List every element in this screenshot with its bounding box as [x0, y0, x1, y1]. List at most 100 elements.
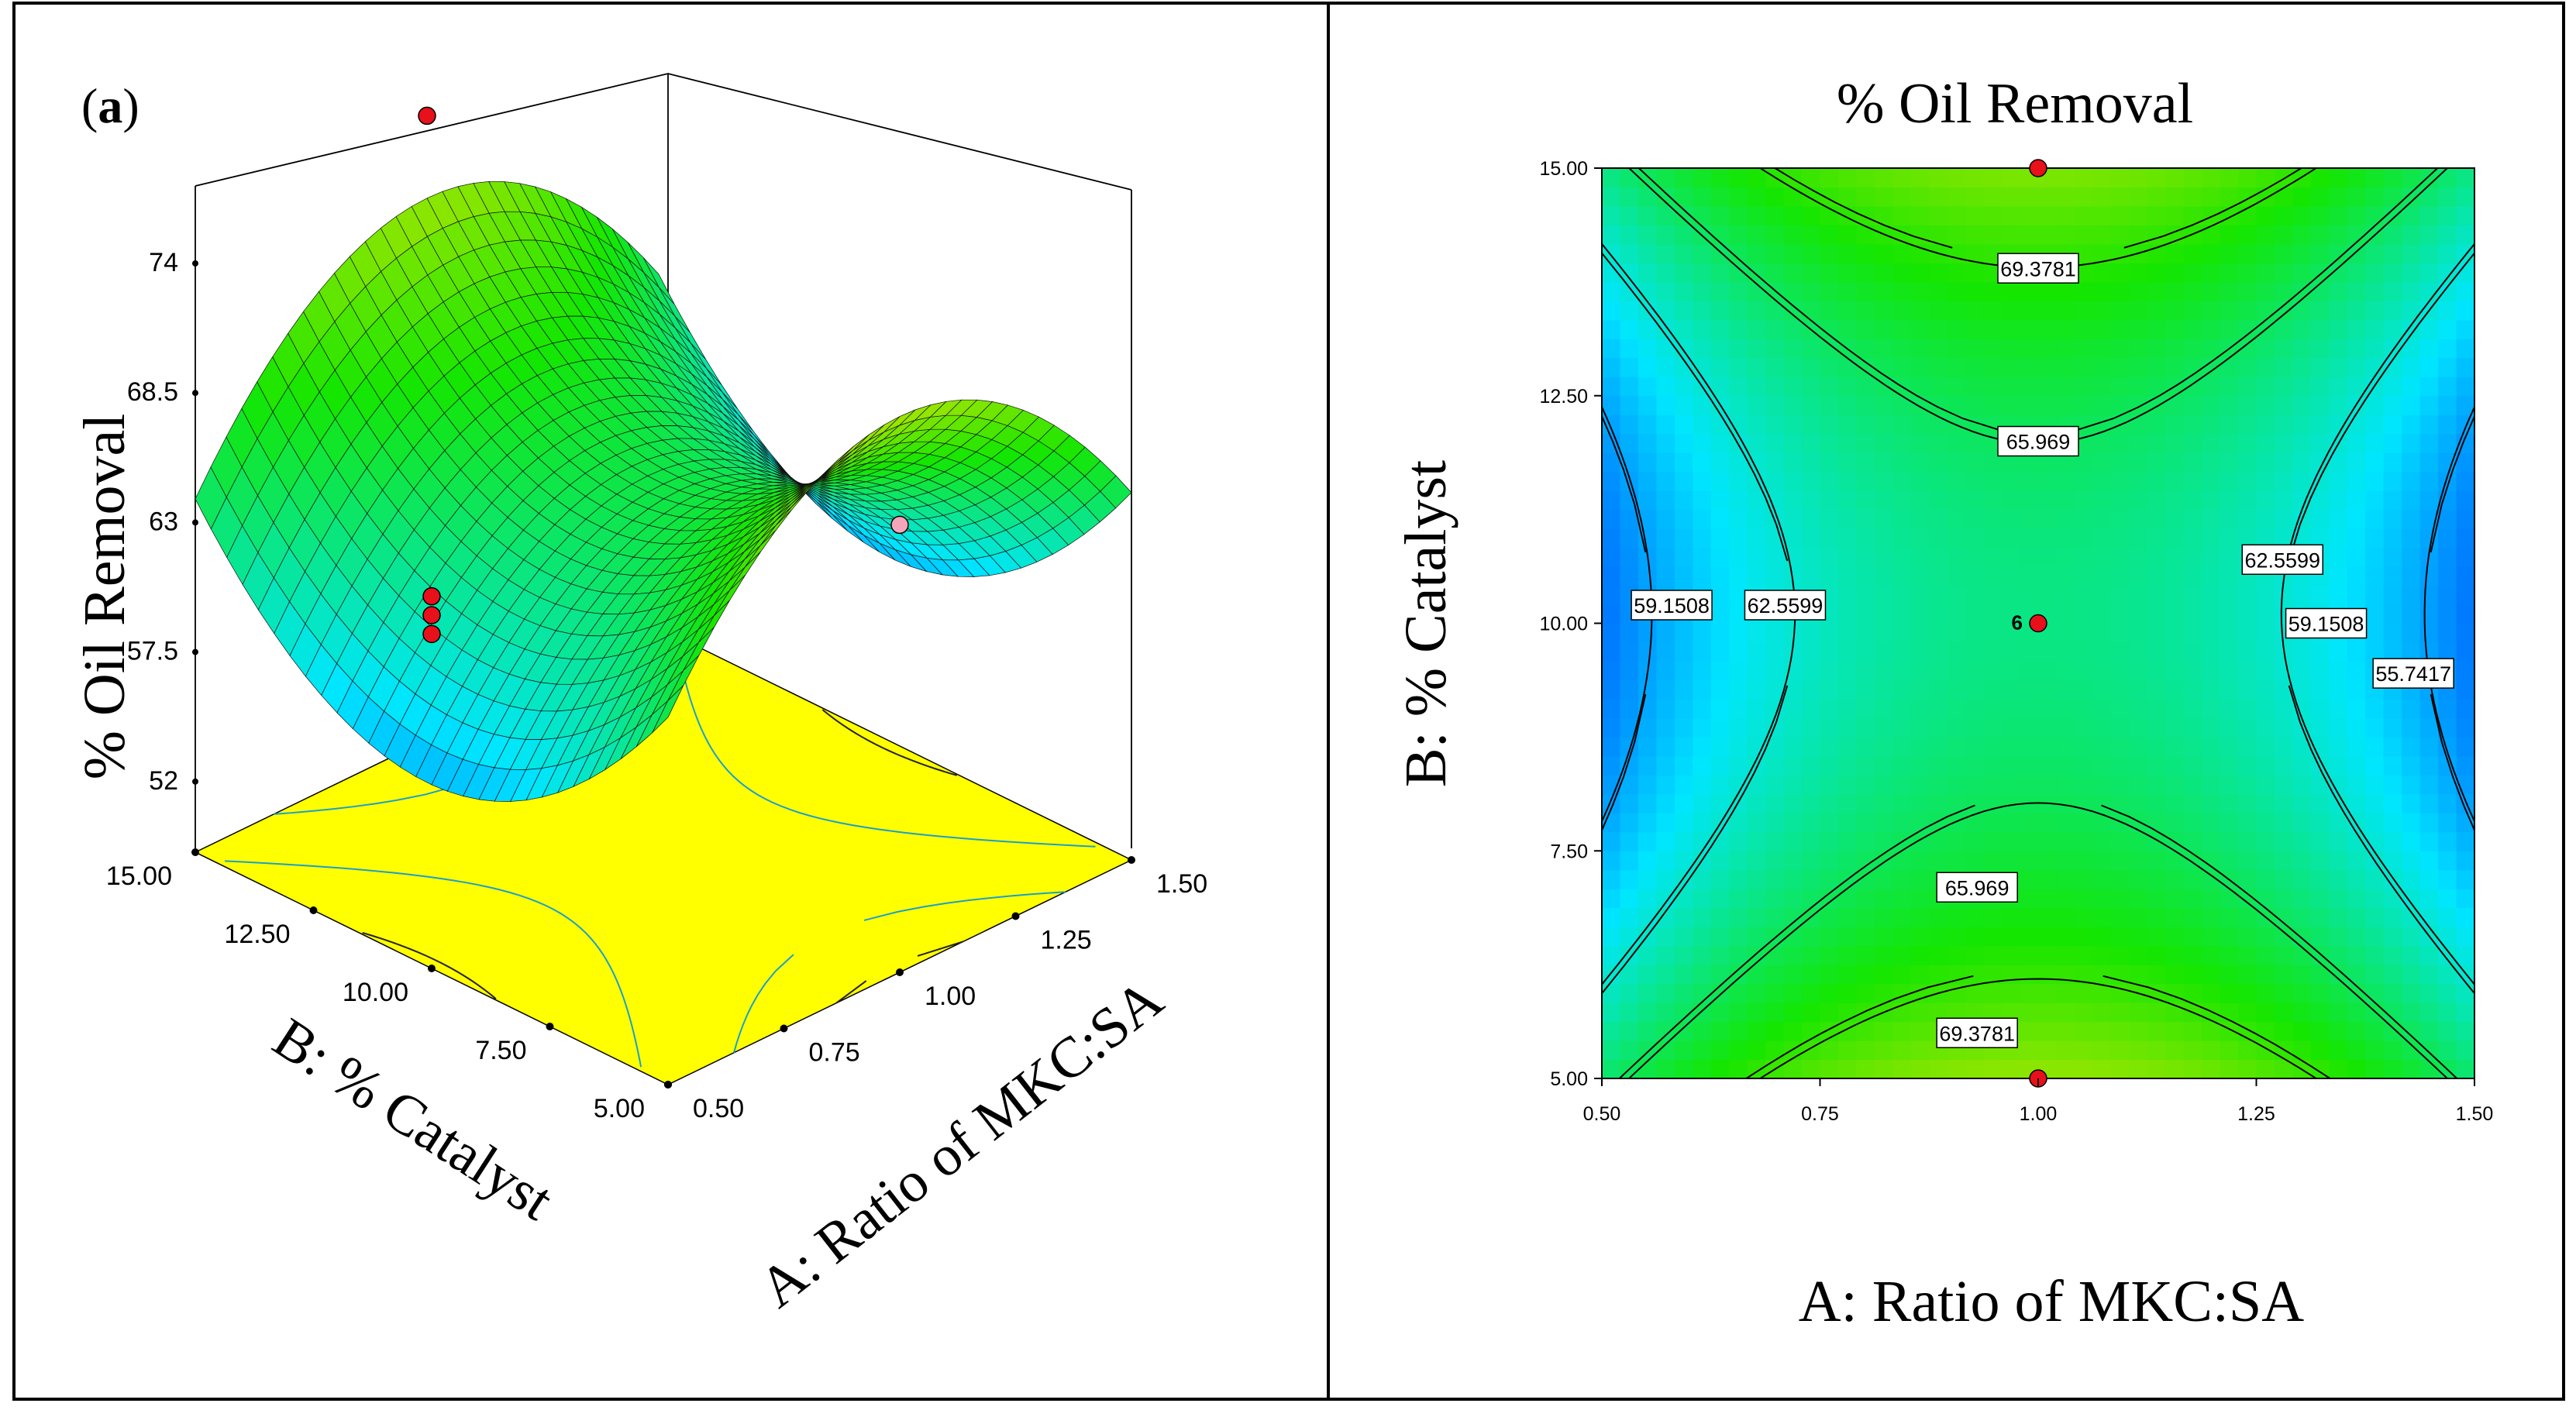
heatmap-cell [1837, 225, 1858, 245]
heatmap-cell [2092, 661, 2112, 681]
heatmap-cell [2002, 187, 2021, 207]
heatmap-cell [2183, 319, 2202, 339]
heatmap-cell [1856, 319, 1875, 339]
heatmap-cell [2402, 339, 2421, 359]
heatmap-cell [1802, 679, 1821, 700]
heatmap-cell [1765, 755, 1785, 776]
heatmap-cell [2347, 243, 2366, 263]
heatmap-cell [2365, 927, 2385, 947]
heatmap-cell [2310, 319, 2330, 339]
heatmap-cell [1638, 851, 1657, 871]
contour-label-text: 55.7417 [2375, 662, 2451, 686]
heatmap-cell [2092, 339, 2112, 359]
heatmap-cell [1602, 395, 1621, 415]
heatmap-cell [1674, 452, 1693, 473]
heatmap-cell [1674, 319, 1693, 339]
heatmap-cell [1765, 377, 1785, 397]
heatmap-cell [2092, 945, 2112, 965]
heatmap-cell [2002, 945, 2021, 965]
heatmap-cell [2274, 831, 2294, 851]
heatmap-cell [2438, 869, 2457, 889]
y-tick-label: 15.00 [106, 862, 172, 891]
contour-y-tick-label: 15.00 [1539, 158, 1588, 180]
contour-label-text: 65.969 [2006, 431, 2071, 454]
heatmap-cell [2092, 775, 2112, 795]
heatmap-cell [2220, 509, 2239, 529]
heatmap-cell [2165, 243, 2185, 263]
heatmap-cell [2310, 851, 2330, 871]
heatmap-cell [1983, 945, 2003, 965]
heatmap-cell [1693, 243, 1712, 263]
heatmap-cell [1674, 168, 1693, 188]
y-tick-mark [428, 965, 436, 972]
heatmap-cell [1929, 661, 1948, 681]
heatmap-cell [2419, 983, 2439, 1003]
heatmap-cell [1837, 717, 1858, 738]
heatmap-cell [2347, 1040, 2366, 1061]
heatmap-cell [1892, 869, 1912, 889]
heatmap-cell [2438, 301, 2457, 321]
heatmap-cell [2129, 509, 2148, 529]
heatmap-cell [2329, 641, 2348, 662]
heatmap-cell [2383, 793, 2402, 813]
heatmap-cell [1674, 243, 1693, 263]
contour-label: 69.3781 [1936, 1017, 2018, 1048]
heatmap-cell [2147, 641, 2166, 662]
heatmap-cell [2038, 547, 2058, 567]
heatmap-cell [2020, 945, 2039, 965]
heatmap-cell [1710, 717, 1730, 738]
heatmap-cell [1892, 927, 1912, 947]
heatmap-cell [2110, 319, 2130, 339]
heatmap-cell [1892, 585, 1912, 605]
heatmap-cell [1765, 907, 1785, 927]
heatmap-cell [2329, 717, 2348, 738]
heatmap-cell [2456, 604, 2474, 624]
contour-line [2102, 975, 2331, 1078]
heatmap-cell [1747, 1040, 1766, 1061]
heatmap-cell [2202, 225, 2221, 245]
heatmap-cell [2165, 452, 2185, 473]
heatmap-cell [2074, 528, 2093, 549]
heatmap-cell [1983, 737, 2003, 757]
heatmap-cell [1983, 983, 2003, 1003]
heatmap-cell [2419, 585, 2439, 605]
heatmap-cell [2220, 1021, 2239, 1041]
heatmap-cell [2238, 737, 2257, 757]
heatmap-cell [2347, 889, 2366, 909]
heatmap-cell [1656, 357, 1675, 377]
heatmap-cell [2310, 927, 2330, 947]
heatmap-cell [2074, 679, 2093, 700]
heatmap-cell [1802, 623, 1821, 643]
heatmap-cell [1783, 1021, 1803, 1041]
heatmap-cell [2092, 585, 2112, 605]
heatmap-cell [2202, 263, 2221, 283]
heatmap-cell [1674, 395, 1693, 415]
heatmap-cell [2402, 263, 2421, 283]
heatmap-cell [1837, 604, 1858, 624]
heatmap-cell [1929, 471, 1948, 491]
heatmap-cell [2310, 301, 2330, 321]
heatmap-cell [1638, 831, 1657, 851]
heatmap-cell [1783, 983, 1803, 1003]
heatmap-cell [2110, 1040, 2130, 1061]
heatmap-cell [1693, 717, 1712, 738]
heatmap-cell [2020, 927, 2039, 947]
heatmap-cell [1802, 1021, 1821, 1041]
heatmap-cell [1783, 433, 1803, 453]
heatmap-cell [2402, 945, 2421, 965]
heatmap-cell [1837, 945, 1858, 965]
heatmap-cell [2074, 187, 2093, 207]
heatmap-cell [2002, 471, 2021, 491]
heatmap-cell [1965, 793, 1985, 813]
heatmap-cell [2110, 945, 2130, 965]
heatmap-cell [2074, 831, 2093, 851]
heatmap-cell [2347, 263, 2366, 283]
contour-label: 69.3781 [1997, 253, 2079, 284]
heatmap-cell [2256, 433, 2275, 453]
heatmap-cell [2274, 339, 2294, 359]
heatmap-cell [2238, 1040, 2257, 1061]
heatmap-cell [2183, 907, 2202, 927]
heatmap-cell [1802, 490, 1821, 511]
heatmap-cell [1802, 243, 1821, 263]
heatmap-cell [2129, 414, 2148, 435]
